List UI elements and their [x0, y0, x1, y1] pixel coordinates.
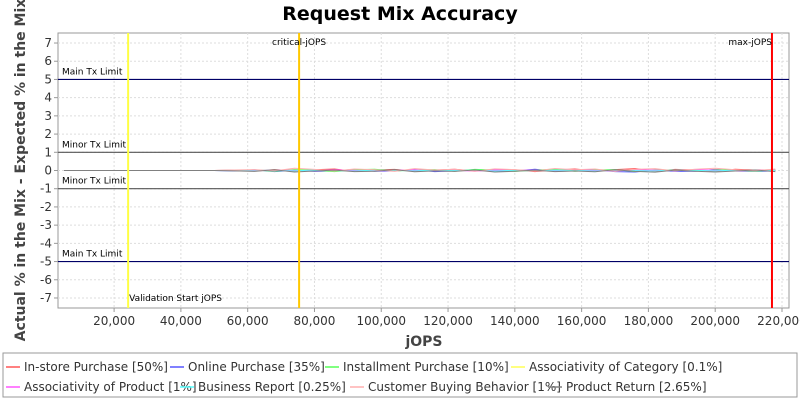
x-tick-label: 140,000	[490, 314, 540, 328]
x-tick-label: 40,000	[160, 314, 202, 328]
x-tick-label: 220,000	[757, 314, 800, 328]
legend-label: Product Return [2.65%]	[566, 380, 707, 394]
y-tick-label: 2	[44, 127, 52, 141]
x-tick-label: 200,000	[690, 314, 740, 328]
limit-label: Main Tx Limit	[62, 67, 123, 77]
series-line	[64, 169, 776, 173]
y-tick-label: -3	[40, 218, 52, 232]
x-axis-label: jOPS	[404, 334, 442, 350]
x-tick-label: 80,000	[293, 314, 335, 328]
y-tick-label: 6	[44, 54, 52, 68]
x-tick-label: 20,000	[93, 314, 135, 328]
legend-label: Associativity of Category [0.1%]	[529, 360, 722, 374]
jops-marker-label: critical-jOPS	[272, 38, 326, 48]
y-tick-label: -6	[40, 273, 52, 287]
legend-label: In-store Purchase [50%]	[24, 360, 168, 374]
x-tick-label: 100,000	[356, 314, 406, 328]
limit-label: Minor Tx Limit	[62, 140, 127, 150]
y-tick-label: -7	[40, 291, 52, 305]
limit-label: Minor Tx Limit	[62, 177, 127, 187]
y-tick-label: 4	[44, 91, 52, 105]
legend	[2, 352, 798, 398]
chart-title: Request Mix Accuracy	[282, 3, 518, 25]
legend-label: Customer Buying Behavior [1%]	[368, 380, 561, 394]
legend-label: Installment Purchase [10%]	[343, 360, 509, 374]
y-tick-label: 0	[44, 164, 52, 178]
y-tick-label: 5	[44, 72, 52, 86]
y-tick-label: -1	[40, 182, 52, 196]
y-tick-label: -2	[40, 200, 52, 214]
jops-marker-label: Validation Start jOPS	[129, 294, 222, 304]
y-tick-label: -4	[40, 236, 52, 250]
y-axis-label: Actual % in the Mix - Expected % in the …	[13, 0, 29, 341]
y-tick-label: 3	[44, 109, 52, 123]
y-tick-label: 7	[44, 36, 52, 50]
x-tick-label: 180,000	[624, 314, 674, 328]
legend-label: Online Purchase [35%]	[188, 360, 325, 374]
y-tick-label: -5	[40, 255, 52, 269]
x-tick-label: 120,000	[423, 314, 473, 328]
legend-label: Associativity of Product [1%]	[24, 380, 197, 394]
x-tick-label: 60,000	[227, 314, 269, 328]
y-tick-label: 1	[44, 145, 52, 159]
jops-marker-label: max-jOPS	[728, 38, 772, 48]
limit-label: Main Tx Limit	[62, 250, 123, 260]
x-tick-label: 160,000	[557, 314, 607, 328]
legend-label: Business Report [0.25%]	[198, 380, 346, 394]
